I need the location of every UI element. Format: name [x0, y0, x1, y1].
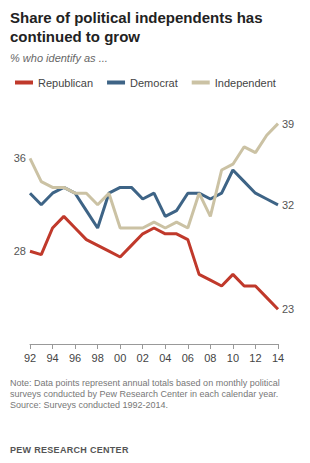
- svg-text:36: 36: [14, 152, 26, 164]
- svg-text:Republican: Republican: [38, 77, 93, 89]
- svg-text:28: 28: [14, 245, 26, 257]
- svg-text:23: 23: [282, 303, 294, 315]
- svg-text:39: 39: [282, 118, 294, 130]
- svg-text:10: 10: [227, 352, 239, 364]
- html-text:Source: Surveys conducted 1992: Source: Surveys conducted 1992-2014.: [10, 400, 169, 410]
- svg-text:98: 98: [92, 352, 104, 364]
- svg-text:12: 12: [249, 352, 261, 364]
- html-text:Note: Data points represent an: Note: Data points represent annual total…: [10, 378, 280, 399]
- svg-text:02: 02: [137, 352, 149, 364]
- svg-text:14: 14: [272, 352, 284, 364]
- svg-text:Independent: Independent: [215, 77, 276, 89]
- svg-text:94: 94: [46, 352, 58, 364]
- svg-text:Democrat: Democrat: [130, 77, 178, 89]
- svg-text:96: 96: [69, 352, 81, 364]
- svg-text:32: 32: [282, 199, 294, 211]
- svg-text:92: 92: [24, 352, 36, 364]
- html-text:PEW RESEARCH CENTER: PEW RESEARCH CENTER: [10, 445, 129, 455]
- html-text:Share of political independent: Share of political independents has cont…: [10, 9, 263, 45]
- svg-text:08: 08: [204, 352, 216, 364]
- svg-text:06: 06: [182, 352, 194, 364]
- html-text:% who identify as ...: % who identify as ...: [10, 52, 108, 64]
- svg-text:04: 04: [159, 352, 171, 364]
- svg-text:00: 00: [114, 352, 126, 364]
